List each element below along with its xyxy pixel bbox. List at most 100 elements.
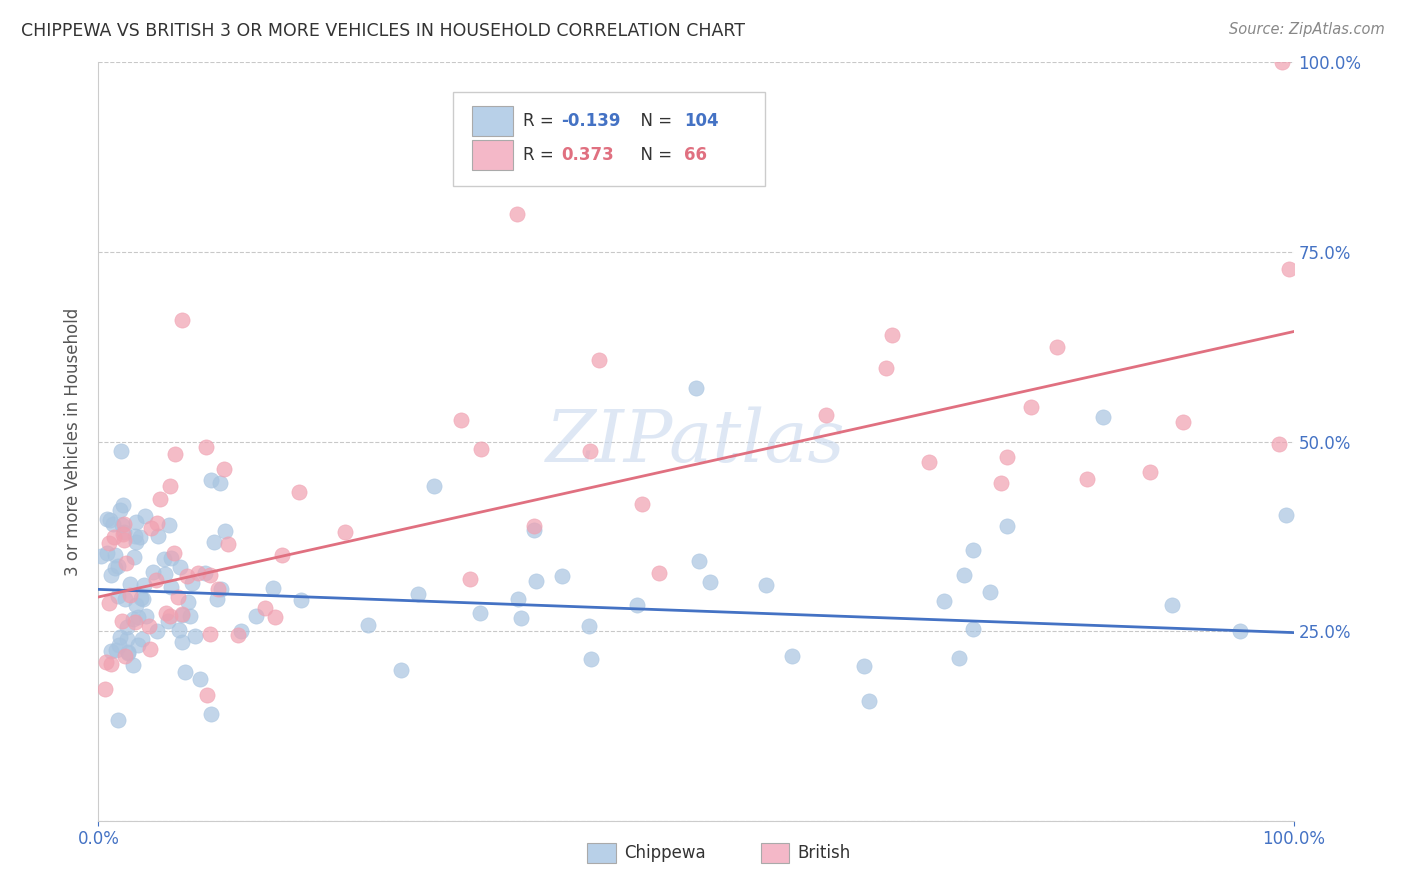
Point xyxy=(94,655,117,669)
Text: CHIPPEWA VS BRITISH 3 OR MORE VEHICLES IN HOUSEHOLD CORRELATION CHART: CHIPPEWA VS BRITISH 3 OR MORE VEHICLES I… xyxy=(21,22,745,40)
Point xyxy=(159,609,181,624)
Point xyxy=(1271,55,1294,70)
Point xyxy=(962,622,984,636)
Point xyxy=(1275,508,1298,522)
Point xyxy=(626,598,648,612)
Point xyxy=(100,657,122,671)
Point xyxy=(115,557,138,571)
Point xyxy=(115,620,138,634)
Point xyxy=(357,617,380,632)
Point xyxy=(934,594,956,608)
Point xyxy=(146,529,169,543)
Point xyxy=(146,624,169,639)
Point xyxy=(114,648,136,663)
Point xyxy=(167,624,190,638)
Point xyxy=(122,658,145,673)
Point xyxy=(98,513,121,527)
Point xyxy=(200,474,222,488)
Point xyxy=(875,361,897,376)
Point xyxy=(107,589,129,603)
Point xyxy=(506,207,529,221)
Point xyxy=(214,524,236,538)
Point xyxy=(579,443,602,458)
Point xyxy=(172,313,194,327)
Point xyxy=(450,413,472,427)
Point xyxy=(995,518,1018,533)
Point xyxy=(209,582,232,596)
Point xyxy=(127,638,149,652)
Point xyxy=(1046,340,1069,354)
Point xyxy=(631,497,654,511)
Point xyxy=(146,516,169,530)
Point xyxy=(470,442,492,456)
Point xyxy=(134,509,156,524)
Point xyxy=(270,549,292,563)
Point xyxy=(114,591,136,606)
Point xyxy=(122,612,145,626)
Point xyxy=(389,663,412,677)
Point xyxy=(264,610,287,624)
Point xyxy=(111,615,134,629)
Point xyxy=(163,447,186,461)
Point xyxy=(101,516,124,531)
Text: -0.139: -0.139 xyxy=(561,112,620,130)
Point xyxy=(551,569,574,583)
Point xyxy=(1268,437,1291,451)
Point xyxy=(179,608,201,623)
Point xyxy=(205,592,228,607)
Point xyxy=(406,587,429,601)
Point xyxy=(112,533,135,547)
Point xyxy=(138,619,160,633)
Point xyxy=(104,561,127,575)
Point xyxy=(105,643,128,657)
Point xyxy=(124,529,146,543)
Point xyxy=(460,572,482,586)
Point xyxy=(129,591,152,606)
Point xyxy=(153,567,176,582)
Point xyxy=(157,614,180,628)
Point xyxy=(880,328,903,343)
Point xyxy=(288,484,311,499)
Text: ZIPatlas: ZIPatlas xyxy=(546,406,846,477)
FancyBboxPatch shape xyxy=(472,140,513,170)
Point xyxy=(127,610,149,624)
Point xyxy=(1019,400,1042,414)
Point xyxy=(226,628,249,642)
Point xyxy=(207,582,229,596)
Point xyxy=(579,652,602,666)
Point xyxy=(202,535,225,549)
Point xyxy=(131,632,153,647)
Point xyxy=(108,503,131,517)
Text: 66: 66 xyxy=(685,146,707,164)
Point xyxy=(169,560,191,574)
Point xyxy=(172,607,194,622)
Point xyxy=(1171,415,1194,429)
Point xyxy=(135,609,157,624)
Point xyxy=(200,706,222,721)
Point xyxy=(815,408,838,422)
Text: British: British xyxy=(797,844,851,863)
Text: N =: N = xyxy=(630,146,678,164)
Text: N =: N = xyxy=(630,112,678,130)
Point xyxy=(212,462,235,476)
Point xyxy=(509,611,531,625)
Point xyxy=(103,531,125,545)
Point xyxy=(125,534,148,549)
Point xyxy=(177,595,200,609)
Point xyxy=(685,382,707,396)
Y-axis label: 3 or more Vehicles in Household: 3 or more Vehicles in Household xyxy=(65,308,83,575)
Point xyxy=(423,479,446,493)
Point xyxy=(200,568,222,582)
Point xyxy=(107,558,129,573)
Point xyxy=(108,630,131,644)
Point xyxy=(948,650,970,665)
Point xyxy=(117,645,139,659)
Point xyxy=(190,672,212,686)
Point xyxy=(157,518,180,533)
Point xyxy=(159,479,181,493)
Point xyxy=(333,524,356,539)
Point xyxy=(167,591,190,605)
Point xyxy=(141,566,163,580)
Point xyxy=(852,658,875,673)
Point xyxy=(160,551,183,566)
